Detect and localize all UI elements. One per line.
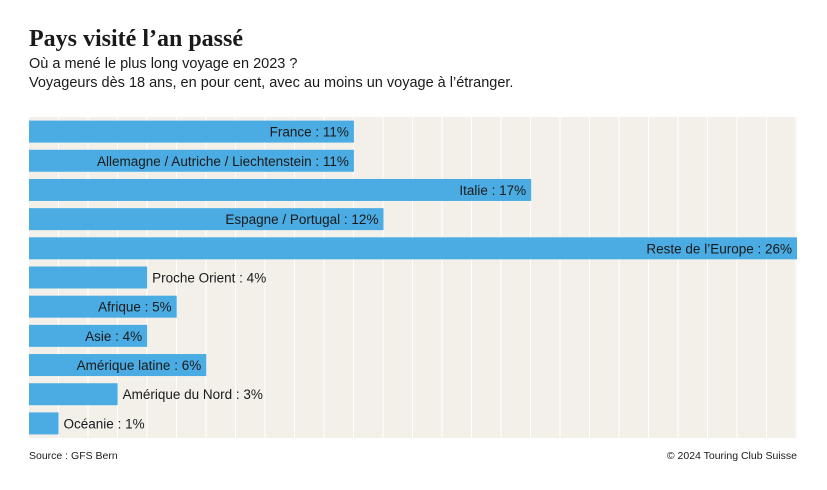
bar [29, 295, 177, 318]
bar [29, 324, 148, 347]
bar [29, 412, 59, 435]
data-label: Amérique latine : 6% [77, 358, 202, 373]
copyright-note: © 2024 Touring Club Suisse [666, 450, 797, 462]
chart-subtitle: Où a mené le plus long voyage en 2023 ? [29, 56, 298, 72]
bar [29, 120, 354, 143]
source-note: Source : GFS Bern [29, 450, 118, 462]
data-label: Asie : 4% [85, 329, 142, 344]
chart-description: Voyageurs dès 18 ans, en pour cent, avec… [29, 75, 514, 91]
data-label: Océanie : 1% [64, 416, 145, 431]
bar [29, 149, 354, 172]
data-label: Reste de l’Europe : 26% [646, 241, 792, 256]
bar [29, 354, 207, 377]
data-label: Italie : 17% [459, 183, 526, 198]
bar [29, 266, 148, 289]
bar [29, 237, 797, 260]
data-label: Amérique du Nord : 3% [123, 387, 263, 402]
data-label: Allemagne / Autriche / Liechtenstein : 1… [97, 154, 349, 169]
data-label: Espagne / Portugal : 12% [225, 212, 378, 227]
chart-title: Pays visité l’an passé [29, 26, 244, 52]
data-label: France : 11% [270, 125, 349, 140]
bar [29, 208, 384, 231]
data-label: Afrique : 5% [98, 300, 172, 315]
data-label: Proche Orient : 4% [152, 271, 266, 286]
bar-chart: France : 11% Allemagne / Autriche / Liech… [29, 117, 797, 438]
bar [29, 383, 118, 406]
bar [29, 178, 532, 201]
